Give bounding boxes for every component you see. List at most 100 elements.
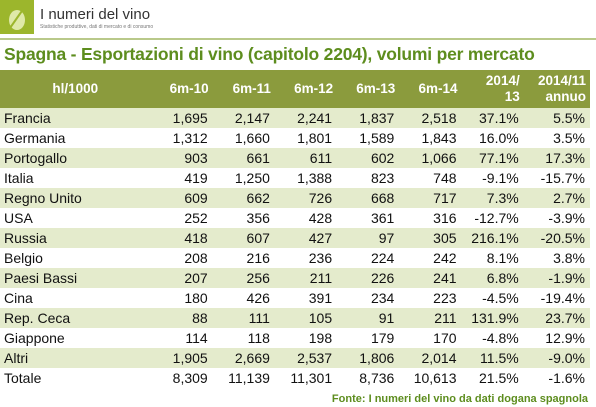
column-header: 6m-13 <box>337 70 400 108</box>
cell: 1,695 <box>150 108 213 128</box>
table-body: Francia 1,695 2,147 2,241 1,837 2,518 37.1% 5.5… <box>0 108 590 388</box>
cell: 1,905 <box>150 348 213 368</box>
cell: 208 <box>184 250 208 266</box>
row-label: Rep. Ceca <box>0 308 151 328</box>
separator <box>0 38 596 40</box>
cell: 11.5% <box>461 348 524 368</box>
cell: 97 <box>337 228 400 248</box>
tagline: Statistiche produttive, dati di mercato … <box>40 24 154 30</box>
cell: 11,301 <box>290 370 333 386</box>
cell: 726 <box>274 188 338 208</box>
header-row: hl/1000 6m-10 6m-11 6m-12 6m-13 6m-14 2014/ 13… <box>0 70 590 108</box>
cell: 361 <box>370 210 395 226</box>
logo-icon <box>9 7 25 30</box>
column-header: 6m-14 <box>399 70 462 108</box>
cell: 216.1% <box>461 228 524 248</box>
cell: 1,250 <box>234 170 270 186</box>
table-row: Paesi Bassi 207 256 211 226 241 6.8% -1.9% <box>0 268 590 288</box>
table-row: Germania 1,312 1,660 1,801 1,589 1,843 16.0% 3.… <box>0 128 590 148</box>
cell: 427 <box>274 228 338 248</box>
table-row: Belgio 208 216 236 224 242 8.1% 3.8% <box>0 248 590 268</box>
cell: -9.0% <box>523 348 590 368</box>
column-header: hl/1000 <box>0 70 151 108</box>
cell: 1,660 <box>234 130 270 146</box>
cell: 316 <box>433 210 457 226</box>
cell: 662 <box>212 188 275 208</box>
brand: I numeri del vino <box>40 6 151 23</box>
row-label: Francia <box>0 108 151 128</box>
logo <box>0 0 34 34</box>
cell: -15.7% <box>540 170 585 186</box>
cell: -1.6% <box>548 370 585 386</box>
column-header: 2014/11 annuo <box>523 70 590 108</box>
table-row: Francia 1,695 2,147 2,241 1,837 2,518 37.1% 5.5… <box>0 108 590 128</box>
cell: 7.3% <box>461 188 524 208</box>
cell: 179 <box>370 330 395 346</box>
cell: 1,837 <box>337 108 400 128</box>
cell: 611 <box>274 148 338 168</box>
cell: 12.9% <box>545 330 585 346</box>
table-row: Altri 1,905 2,669 2,537 1,806 2,014 11.5% -9.0% <box>0 348 590 368</box>
cell: 16.0% <box>479 130 519 146</box>
cell: 91 <box>337 308 400 328</box>
cell: 2,669 <box>212 348 275 368</box>
cell: 114 <box>185 330 208 346</box>
cell: 223 <box>433 290 457 306</box>
cell: 242 <box>433 250 457 266</box>
cell: 2,147 <box>212 108 275 128</box>
cell: 305 <box>399 228 462 248</box>
cell: -20.5% <box>523 228 590 248</box>
row-label: Paesi Bassi <box>0 268 151 288</box>
cell: 111 <box>212 308 275 328</box>
cell: 2,537 <box>274 348 338 368</box>
cell: 23.7% <box>523 308 590 328</box>
cell: -12.7% <box>474 210 519 226</box>
cell: 8,309 <box>172 370 208 386</box>
cell: -3.9% <box>548 210 585 226</box>
cell: 607 <box>212 228 275 248</box>
table-row: USA 252 356 428 361 316 -12.7% -3.9% <box>0 208 590 228</box>
table-row: Italia 419 1,250 1,388 823 748 -9.1% -15.7% <box>0 168 590 188</box>
cell: 10,613 <box>413 370 457 386</box>
table-row: Giappone 114 118 198 179 170 -4.8% 12.9% <box>0 328 590 348</box>
row-label: Regno Unito <box>0 188 151 208</box>
table-row: Totale 8,309 11,139 11,301 8,736 10,613 21.5% -… <box>0 368 590 388</box>
cell: 823 <box>370 170 395 186</box>
cell: -1.9% <box>523 268 590 288</box>
cell: 88 <box>150 308 213 328</box>
cell: 1,388 <box>297 170 333 186</box>
cell: 1,843 <box>421 130 457 146</box>
cell: 419 <box>184 170 208 186</box>
cell: 2,518 <box>399 108 462 128</box>
cell: 717 <box>399 188 462 208</box>
cell: 236 <box>308 250 333 266</box>
row-label: Belgio <box>4 250 43 266</box>
row-label: Totale <box>4 370 42 386</box>
cell: 234 <box>370 290 395 306</box>
cell: 180 <box>184 290 208 306</box>
cell: 661 <box>212 148 275 168</box>
cell: 8.1% <box>486 250 519 266</box>
row-label: Portogallo <box>0 148 151 168</box>
row-label: Altri <box>0 348 151 368</box>
cell: 37.1% <box>461 108 524 128</box>
cell: 668 <box>337 188 400 208</box>
cell: 6.8% <box>461 268 524 288</box>
cell: 418 <box>150 228 213 248</box>
table-row: Russia 418 607 427 97 305 216.1% -20.5% <box>0 228 590 248</box>
row-label: Italia <box>4 170 34 186</box>
cell: 356 <box>246 210 270 226</box>
cell: 241 <box>399 268 462 288</box>
cell: 211 <box>399 308 462 328</box>
cell: 3.8% <box>553 250 585 266</box>
table-row: Regno Unito 609 662 726 668 717 7.3% 2.7% <box>0 188 590 208</box>
column-header: 2014/ 13 <box>461 70 524 108</box>
cell: 226 <box>337 268 400 288</box>
table-row: Portogallo 903 661 611 602 1,066 77.1% 17.3% <box>0 148 590 168</box>
cell: 216 <box>246 250 270 266</box>
cell: 252 <box>184 210 208 226</box>
cell: 256 <box>212 268 275 288</box>
cell: 609 <box>150 188 213 208</box>
cell: 2.7% <box>523 188 590 208</box>
